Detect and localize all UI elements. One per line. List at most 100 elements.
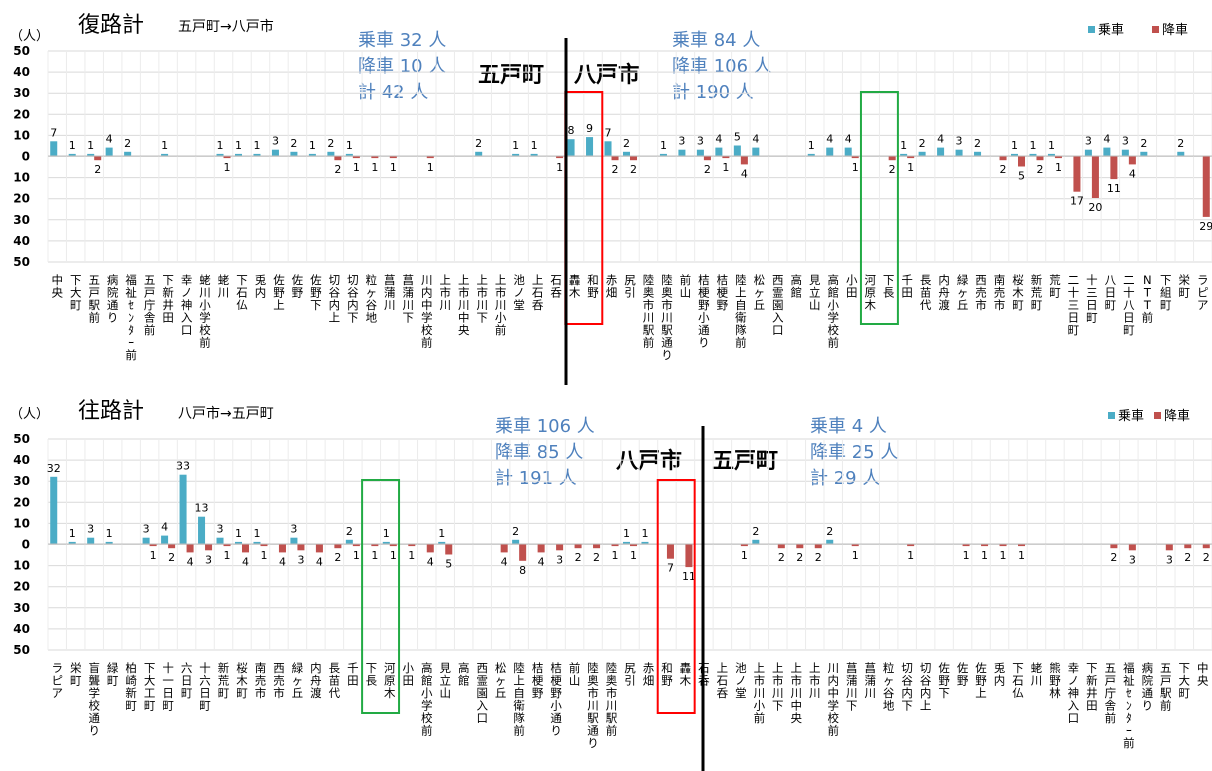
top-data-label-boarding: 4	[1103, 133, 1110, 146]
top-annot-left-alight: 降車 10 人	[358, 56, 446, 77]
bottom-bar-alighting	[814, 544, 822, 549]
top-category-label: 上	[329, 311, 341, 325]
bottom-data-label-alighting: 1	[963, 549, 970, 562]
top-bar-alighting	[907, 156, 915, 159]
top-data-label-alighting: 1	[427, 161, 434, 174]
bottom-category-label: 売	[255, 674, 267, 688]
bottom-category-label: 館	[421, 674, 433, 688]
top-bar-boarding	[161, 153, 169, 156]
top-category-label: 奥	[661, 286, 673, 300]
bottom-category-label: 前	[421, 724, 433, 738]
bottom-category-label: ヶ	[292, 674, 304, 688]
top-category-label: 央	[458, 323, 470, 337]
bottom-data-label-boarding: 2	[826, 525, 833, 538]
bottom-category-label: 町	[107, 674, 119, 688]
top-bar-boarding	[290, 151, 298, 156]
bottom-category-label: 霊	[476, 674, 488, 688]
top-category-label: 河	[864, 273, 876, 287]
top-bar-boarding	[696, 149, 704, 156]
bottom-category-label: ｰ	[1126, 724, 1132, 738]
bottom-category-label: 粒	[883, 661, 895, 675]
bottom-data-label-alighting: 2	[168, 551, 175, 564]
bottom-y-tick-label: 50	[13, 432, 30, 446]
top-category-label: 口	[772, 323, 784, 337]
top-category-label: 内	[255, 286, 267, 300]
bottom-category-label: 熊	[1049, 661, 1061, 675]
top-category-label: 市	[975, 298, 987, 312]
top-category-label: 陸	[643, 273, 655, 287]
top-category-label: 前	[643, 336, 655, 350]
top-y-tick-label: 20	[13, 192, 30, 206]
top-data-label-boarding: 1	[808, 139, 815, 152]
top-bar-boarding	[586, 137, 594, 156]
bottom-category-label: 駅	[587, 711, 599, 725]
bottom-category-label: 下	[901, 699, 913, 713]
bottom-bar-alighting	[297, 544, 305, 551]
top-bar-boarding	[271, 149, 279, 156]
top-bar-alighting	[1073, 156, 1081, 192]
top-category-label: 十	[1068, 286, 1080, 300]
top-category-label: 佐	[292, 273, 304, 287]
bottom-category-label: 林	[1049, 686, 1061, 700]
top-category-label: 蛯	[218, 273, 230, 287]
top-category-label: 切	[329, 273, 341, 287]
top-data-label-boarding: 1	[161, 139, 168, 152]
bottom-category-label: 上	[791, 661, 803, 675]
bottom-y-tick-label: 30	[13, 601, 30, 615]
bottom-category-label: 田	[347, 674, 359, 688]
top-data-label-boarding: 1	[309, 139, 316, 152]
bottom-category-label: 町	[144, 699, 156, 713]
top-category-label: 梗	[698, 286, 710, 300]
bottom-category-label: 校	[827, 711, 839, 725]
top-bar-boarding	[87, 153, 95, 156]
top-category-label: 木	[1012, 286, 1024, 300]
bottom-legend-alighting-swatch	[1154, 412, 1161, 419]
top-y-tick-label: 0	[22, 150, 30, 164]
top-data-label-alighting: 2	[704, 163, 711, 176]
bottom-category-label: 内	[994, 674, 1006, 688]
top-category-label: 川	[403, 298, 415, 312]
top-category-label: 町	[1160, 298, 1172, 312]
bottom-category-label: 奥	[606, 674, 618, 688]
bottom-data-label-boarding: 1	[438, 527, 445, 540]
bottom-category-label: 上	[975, 686, 987, 700]
bottom-category-label: 畑	[643, 674, 655, 688]
bottom-category-label: 佐	[938, 661, 950, 675]
bottom-category-label: 園	[476, 686, 488, 700]
bottom-bar-alighting	[1128, 544, 1136, 551]
top-category-label: 上	[532, 273, 544, 287]
bottom-category-label: 市	[772, 674, 784, 688]
top-category-label: 松	[754, 273, 766, 287]
bottom-bar-boarding	[50, 476, 58, 544]
top-data-label-alighting: 17	[1070, 195, 1084, 208]
top-category-label: 内	[421, 286, 433, 300]
top-category-label: 仏	[236, 298, 248, 312]
top-category-label: 前	[421, 336, 433, 350]
top-bar-boarding	[752, 147, 760, 156]
top-bar-boarding	[622, 151, 630, 156]
bottom-category-label: 田	[1086, 699, 1098, 713]
top-category-label: 福	[125, 273, 137, 287]
top-category-label: 川	[458, 298, 470, 312]
bottom-category-label: 呑	[717, 686, 729, 700]
bottom-category-label: 前	[606, 724, 618, 738]
top-category-label: 二	[1123, 273, 1135, 287]
top-data-label-boarding: 8	[568, 124, 575, 137]
bottom-category-label: 木	[680, 674, 692, 688]
top-category-label: 高	[791, 273, 803, 287]
bottom-category-label: 央	[1197, 674, 1209, 688]
bottom-category-label: 十	[199, 661, 211, 675]
top-category-label: 栄	[1179, 273, 1191, 287]
bottom-category-label: 谷	[883, 686, 895, 700]
top-category-label: 前	[1142, 311, 1154, 325]
top-bar-boarding	[955, 149, 963, 156]
top-data-label-boarding: 1	[531, 139, 538, 152]
top-category-label: 上	[273, 298, 285, 312]
bottom-data-label-alighting: 1	[353, 549, 360, 562]
bottom-bar-alighting	[630, 544, 638, 547]
bottom-category-label: 中	[791, 699, 803, 713]
top-bar-alighting	[556, 156, 564, 159]
top-data-label-boarding: 2	[124, 137, 131, 150]
top-category-label: 野	[310, 286, 322, 300]
bottom-bar-boarding	[198, 516, 206, 544]
